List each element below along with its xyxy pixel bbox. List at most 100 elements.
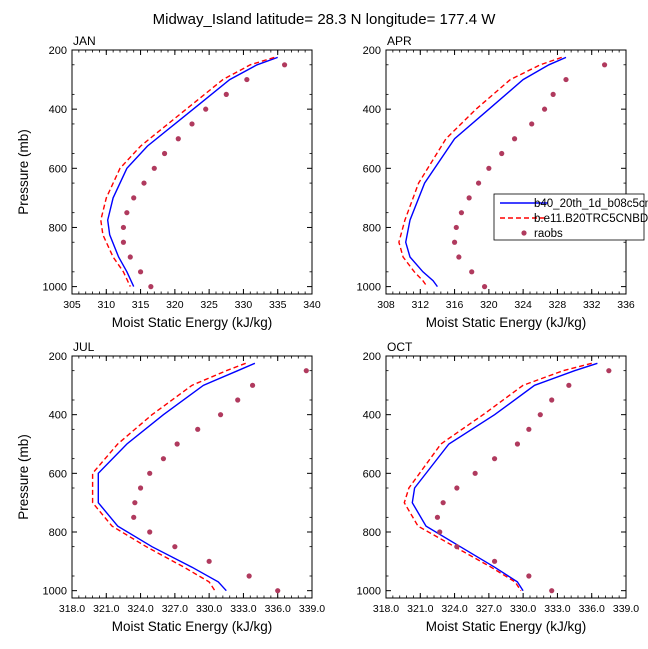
raobs-point [151, 165, 157, 171]
x-tick-label: 320 [480, 299, 498, 311]
plot-frame [71, 355, 313, 599]
x-tick-label: 321.0 [93, 603, 119, 615]
raobs-point [137, 485, 144, 491]
raobs-point [124, 210, 130, 216]
raobs-point [466, 195, 472, 201]
panel-apr: APR 308 312 316 320 324 328 332 336 200 400 600 800 1… [357, 34, 635, 330]
raobs-point [481, 284, 488, 290]
y-tick-label: 200 [49, 351, 67, 363]
x-tick-label: 318.0 [373, 603, 399, 615]
raobs-point [161, 150, 168, 157]
x-tick-label: 340 [303, 299, 321, 311]
x-tick-label: 316 [446, 299, 464, 311]
y-tick-label: 800 [49, 527, 67, 539]
raobs-point [541, 106, 548, 112]
legend: b40_20th_1d_b08c5cn b.e11.B20TRC5CNBDRD ra… [493, 193, 648, 241]
raobs-point [472, 470, 478, 476]
series-line-b40 [404, 56, 567, 288]
x-tick-label: 335 [269, 299, 287, 311]
y-tick-label: 400 [49, 410, 67, 422]
raobs-point [601, 62, 608, 68]
plot-frame [71, 49, 313, 295]
plot-frame [385, 49, 627, 295]
plot-frame [385, 355, 627, 599]
y-tick-label: 600 [363, 468, 381, 480]
raobs-point [566, 382, 572, 388]
raobs-point [141, 180, 147, 186]
y-tick-label: 1000 [357, 282, 381, 294]
raobs-point [175, 136, 181, 142]
series-line-b40 [106, 56, 278, 287]
raobs-point [131, 195, 137, 201]
x-tick-label: 330 [235, 299, 253, 311]
series-line-b-e11 [398, 56, 562, 288]
legend-label: raobs [534, 228, 563, 240]
x-tick-label: 308 [377, 299, 395, 311]
x-tick-label: 330.0 [510, 603, 536, 615]
raobs-point [281, 62, 288, 68]
panel-jul: JUL 318.0 321.0 324.0 327.0 330.0 333.0 336.0 33… [16, 340, 325, 634]
x-tick-label: 321.0 [407, 603, 433, 615]
raobs-point [563, 76, 569, 83]
x-tick-label: 333.0 [544, 603, 570, 615]
raobs-point [244, 76, 250, 83]
raobs-point [275, 588, 281, 594]
x-tick-label: 324 [514, 299, 532, 311]
y-tick-label: 400 [363, 410, 381, 422]
x-tick-label: 327.0 [162, 603, 188, 615]
raobs-point [456, 254, 462, 260]
legend-box [493, 193, 645, 241]
raobs-point [223, 91, 229, 97]
panel-label: JUL [73, 340, 95, 354]
y-tick-label: 800 [363, 527, 381, 539]
x-tick-label: 332 [583, 299, 601, 311]
raobs-point [440, 500, 446, 506]
panel-label: APR [387, 34, 412, 48]
x-tick-label: 330.0 [196, 603, 222, 615]
y-tick-label: 200 [363, 351, 381, 363]
raobs-point [303, 368, 309, 374]
raobs-point [511, 136, 518, 142]
x-tick-label: 305 [63, 299, 81, 311]
y-tick-label: 1000 [43, 586, 67, 598]
panel-label: JAN [73, 34, 96, 48]
y-tick-label: 1000 [357, 586, 381, 598]
raobs-point [491, 558, 498, 564]
y-tick-label: 600 [49, 163, 67, 175]
raobs-point [514, 441, 521, 447]
raobs-point [120, 224, 127, 231]
y-tick-label: 800 [49, 222, 67, 234]
x-axis-label: Moist Static Energy (kJ/kg) [112, 619, 273, 634]
y-tick-label: 400 [49, 104, 67, 116]
x-tick-label: 315 [132, 299, 150, 311]
raobs-point [451, 239, 458, 245]
x-axis-label: Moist Static Energy (kJ/kg) [426, 315, 587, 330]
x-tick-label: 325 [200, 299, 218, 311]
y-axis-label: Pressure (mb) [16, 129, 31, 215]
raobs-point [120, 239, 127, 245]
y-tick-label: 400 [363, 104, 381, 116]
legend-label: b40_20th_1d_b08c5cn [534, 198, 648, 210]
x-tick-label: 339.0 [613, 603, 639, 615]
raobs-point [454, 485, 460, 491]
raobs-point [458, 210, 465, 216]
raobs-point [127, 254, 133, 260]
raobs-point [235, 397, 241, 403]
x-tick-label: 336.0 [579, 603, 605, 615]
legend-marker [521, 230, 527, 236]
raobs-point [131, 514, 137, 520]
raobs-point [606, 368, 612, 374]
series-line-b40 [411, 362, 598, 592]
raobs-point [148, 284, 154, 290]
x-axis-label: Moist Static Energy (kJ/kg) [112, 315, 273, 330]
raobs-point [526, 573, 532, 579]
series-layer [91, 362, 309, 594]
panels: JAN 305 310 315 320 325 330 335 340 200 400 600 800 1… [16, 34, 639, 634]
panel-jan: JAN 305 310 315 320 325 330 335 340 200 400 600 800 1… [16, 34, 321, 330]
x-tick-label: 324.0 [441, 603, 467, 615]
y-tick-label: 200 [363, 45, 381, 57]
raobs-point [549, 588, 555, 594]
raobs-point [246, 573, 252, 579]
raobs-point [137, 269, 144, 275]
